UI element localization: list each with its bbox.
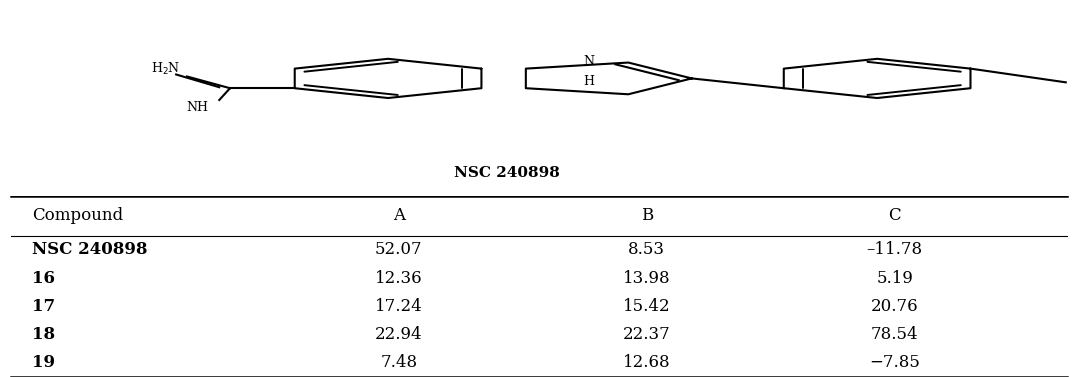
- Text: C: C: [888, 207, 901, 224]
- Text: 18: 18: [32, 326, 55, 343]
- Text: NH: NH: [186, 101, 209, 114]
- Text: 22.37: 22.37: [623, 326, 671, 343]
- Text: 5.19: 5.19: [876, 270, 913, 287]
- Text: 19: 19: [32, 354, 55, 371]
- Text: −7.85: −7.85: [869, 354, 921, 371]
- Text: H$_2$N: H$_2$N: [151, 61, 180, 77]
- Text: 7.48: 7.48: [381, 354, 417, 371]
- Text: 52.07: 52.07: [375, 241, 423, 259]
- Text: 13.98: 13.98: [623, 270, 671, 287]
- Text: 20.76: 20.76: [871, 298, 918, 315]
- Text: A: A: [392, 207, 405, 224]
- Text: 12.36: 12.36: [375, 270, 423, 287]
- Text: 17: 17: [32, 298, 55, 315]
- Text: O: O: [1077, 70, 1078, 83]
- Text: Compound: Compound: [32, 207, 124, 224]
- Text: 12.68: 12.68: [623, 354, 671, 371]
- Text: 8.53: 8.53: [628, 241, 665, 259]
- Text: H: H: [584, 75, 595, 88]
- Text: 17.24: 17.24: [375, 298, 423, 315]
- Text: NSC 240898: NSC 240898: [454, 166, 559, 179]
- Text: NSC 240898: NSC 240898: [32, 241, 148, 259]
- Text: 22.94: 22.94: [375, 326, 423, 343]
- Text: 78.54: 78.54: [871, 326, 918, 343]
- Text: N: N: [584, 55, 595, 68]
- Text: –11.78: –11.78: [867, 241, 923, 259]
- Text: 15.42: 15.42: [623, 298, 671, 315]
- Text: 16: 16: [32, 270, 55, 287]
- Text: B: B: [640, 207, 653, 224]
